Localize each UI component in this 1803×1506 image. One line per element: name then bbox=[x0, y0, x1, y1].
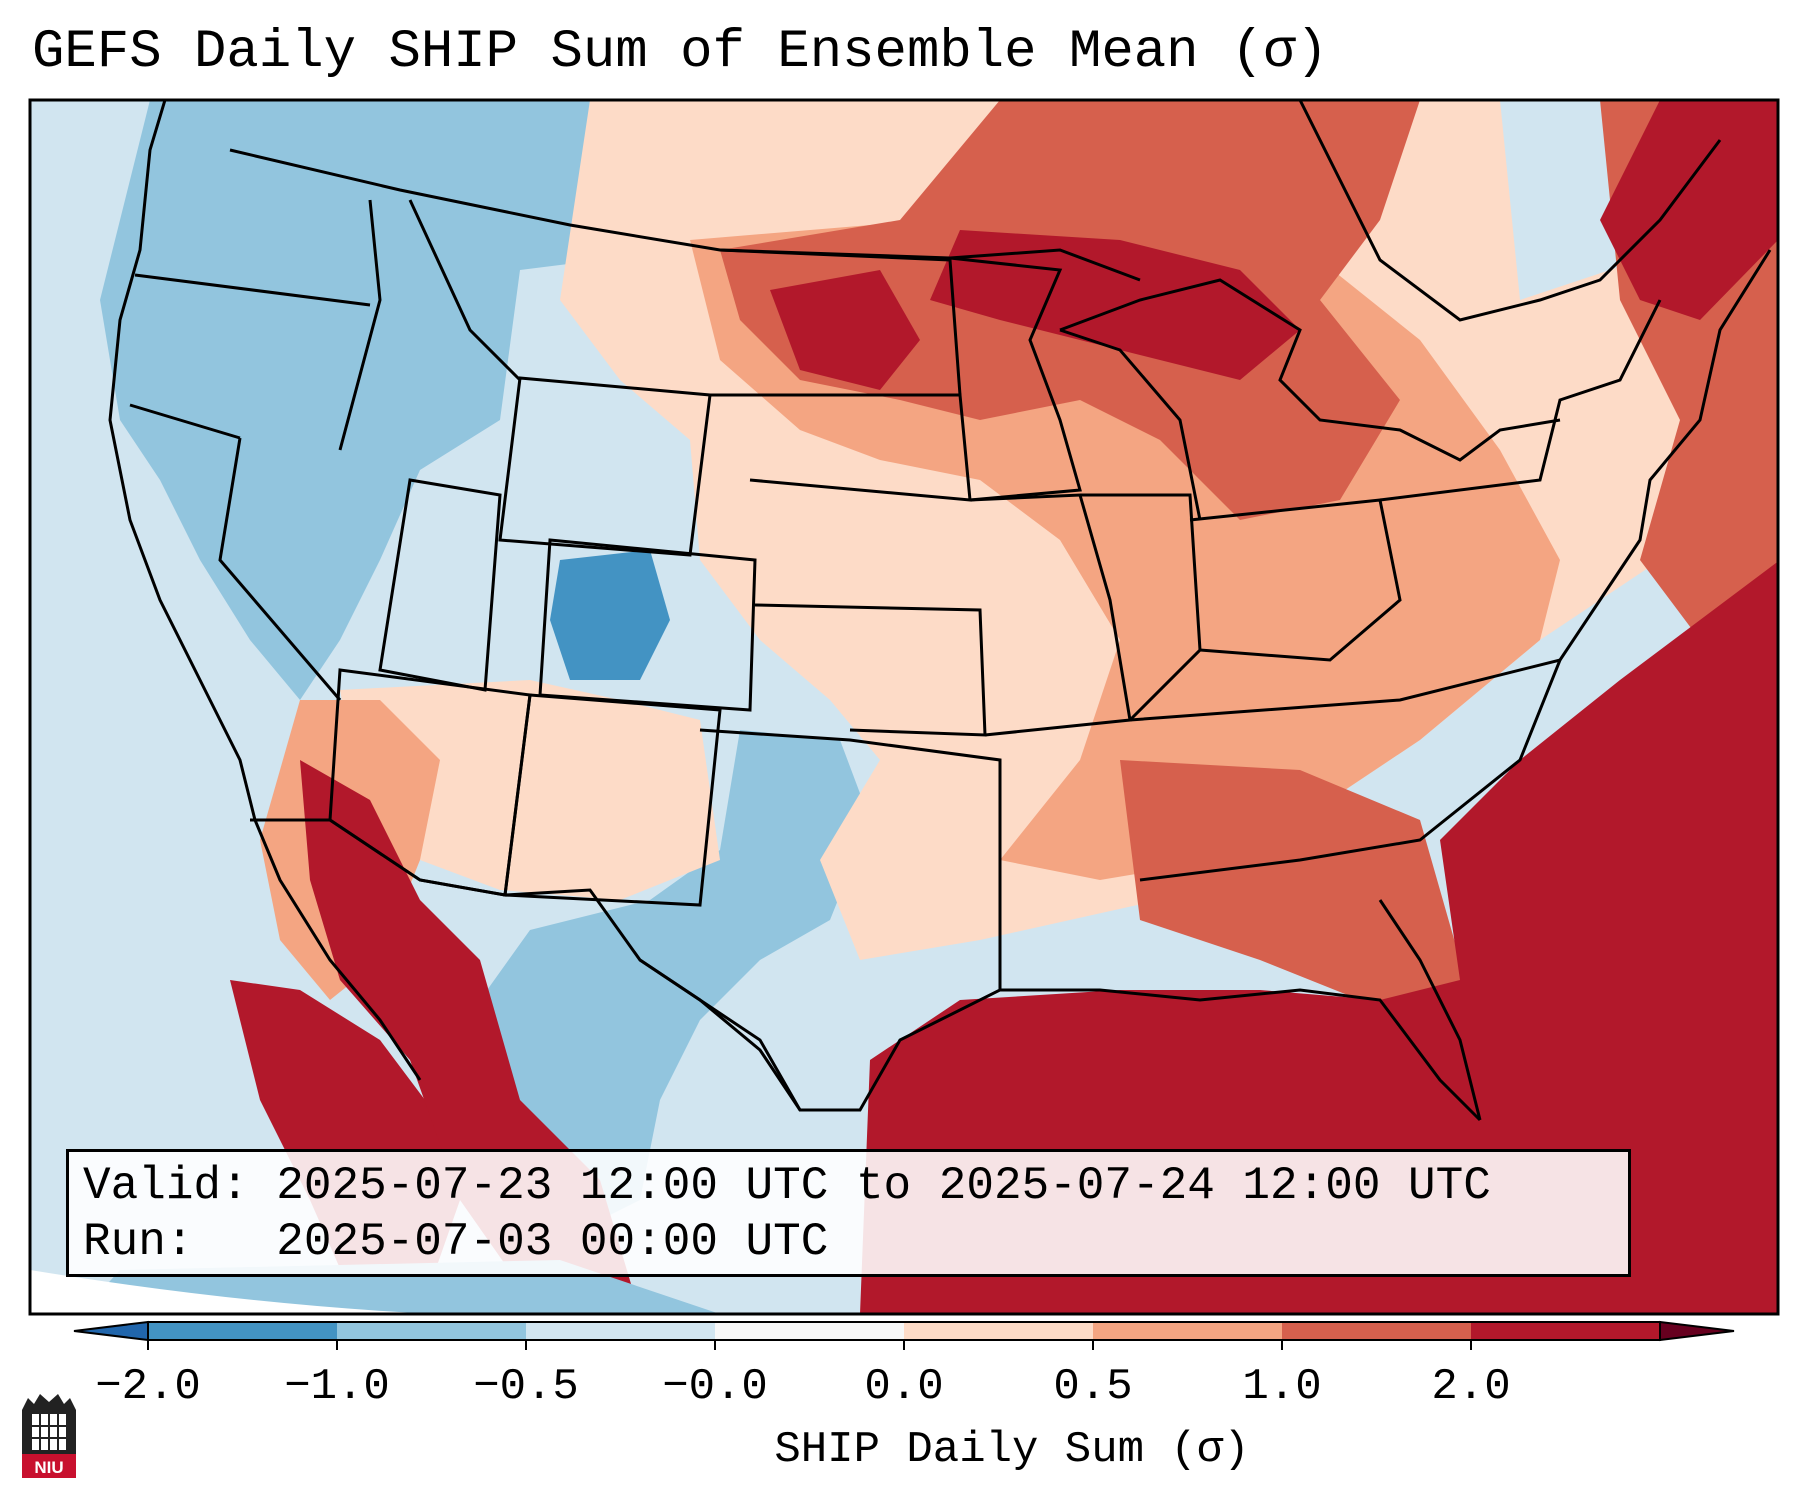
logo-text: NIU bbox=[34, 1458, 63, 1477]
iowa-missouri bbox=[969, 493, 1132, 737]
field-offdomain-corner bbox=[30, 1270, 700, 1314]
field-slight-positive-southwest bbox=[340, 680, 720, 900]
colorbar-segment bbox=[337, 1322, 527, 1340]
colorbar-segment bbox=[715, 1322, 905, 1340]
field-weak-negative-west bbox=[100, 100, 600, 700]
colorbar-tick-label: 0.0 bbox=[864, 1362, 944, 1412]
coastline-west bbox=[108, 100, 422, 1081]
southeast-states bbox=[1129, 657, 1563, 882]
map-frame bbox=[28, 98, 1780, 1316]
colorbar bbox=[73, 1320, 1735, 1350]
colorbar-tick-label: −1.0 bbox=[284, 1362, 390, 1412]
colorado bbox=[538, 538, 757, 712]
colorbar-tick-label: 0.5 bbox=[1053, 1362, 1133, 1412]
texas bbox=[639, 728, 1002, 1112]
ohio-valley bbox=[1189, 498, 1402, 662]
colorbar-tick-label: −2.0 bbox=[95, 1362, 201, 1412]
great-lakes-shore bbox=[1059, 278, 1561, 462]
quebec-border bbox=[1298, 100, 1722, 322]
colorbar-under-arrow bbox=[73, 1320, 149, 1342]
field-strong-positive-canada-ne bbox=[1600, 100, 1778, 320]
colorbar-segment bbox=[148, 1322, 338, 1340]
north-dakota bbox=[719, 248, 962, 396]
colorbar-segment bbox=[1471, 1322, 1661, 1340]
colorbar-label: SHIP Daily Sum (σ) bbox=[774, 1425, 1250, 1475]
wisconsin-michigan bbox=[1059, 328, 1202, 521]
nebraska-dakotas bbox=[710, 393, 972, 502]
oregon-idaho bbox=[338, 199, 382, 451]
run-value: 2025-07-03 00:00 UTC bbox=[276, 1216, 829, 1268]
colorbar-tick-label: −0.5 bbox=[473, 1362, 579, 1412]
niu-logo: NIU bbox=[22, 1394, 76, 1478]
valid-label: Valid: bbox=[83, 1160, 249, 1212]
boundaries bbox=[108, 100, 1772, 1122]
info-box: Valid: 2025-07-23 12:00 UTC to 2025-07-2… bbox=[66, 1149, 1631, 1277]
colorbar-tick-label: 2.0 bbox=[1431, 1362, 1511, 1412]
northeast-states bbox=[1379, 299, 1662, 502]
field-strong-positive-dakotas bbox=[770, 270, 920, 390]
field-moderate-negative-colorado bbox=[550, 550, 670, 680]
minnesota bbox=[949, 256, 1082, 502]
oregon-california bbox=[129, 403, 241, 440]
atlantic-coast bbox=[1558, 249, 1772, 661]
chart-title: GEFS Daily SHIP Sum of Ensemble Mean (σ) bbox=[32, 22, 1329, 83]
colorbar-tick-label: 1.0 bbox=[1242, 1362, 1322, 1412]
us-mexico-border bbox=[250, 818, 802, 1111]
illinois-indiana bbox=[1080, 493, 1202, 722]
field-strong-positive-great-lakes bbox=[930, 230, 1300, 380]
colorbar-segment bbox=[526, 1322, 716, 1340]
washington-oregon bbox=[134, 273, 371, 307]
colorbar-segment bbox=[1282, 1322, 1472, 1340]
nevada-california bbox=[218, 437, 342, 701]
colorbar-tick-label: −0.0 bbox=[662, 1362, 768, 1412]
valid-value: 2025-07-23 12:00 UTC to 2025-07-24 12:00… bbox=[276, 1160, 1491, 1212]
florida bbox=[1378, 899, 1482, 1121]
field-strong-positive-atlantic-gulf bbox=[860, 561, 1778, 1314]
oklahoma-kansas bbox=[754, 603, 987, 737]
run-label: Run: bbox=[83, 1216, 194, 1268]
idaho-montana bbox=[408, 199, 522, 382]
colorbar-over-arrow bbox=[1659, 1320, 1735, 1342]
gulf-coast bbox=[1000, 988, 1482, 1122]
shaded-field bbox=[30, 100, 1778, 1314]
colorbar-segment bbox=[1093, 1322, 1283, 1340]
colorbar-segment bbox=[904, 1322, 1094, 1340]
